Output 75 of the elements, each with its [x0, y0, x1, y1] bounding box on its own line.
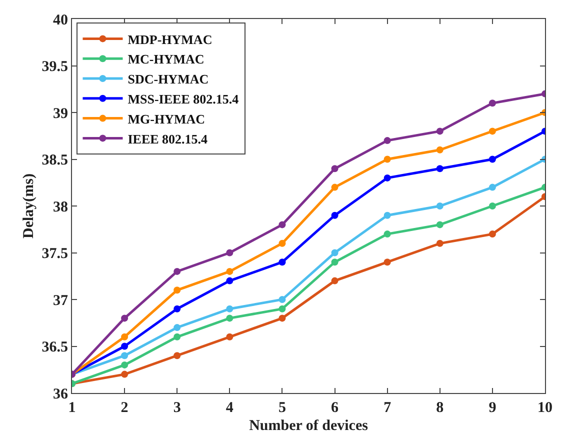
point: [331, 277, 338, 284]
x-tick-label: 1: [68, 400, 76, 416]
point: [121, 342, 128, 350]
point: [278, 221, 286, 228]
y-axis-title: Delay(ms): [21, 174, 37, 238]
point: [331, 165, 338, 172]
point: [384, 174, 391, 182]
y-tick-label: 37: [53, 292, 68, 309]
point: [226, 277, 234, 284]
point: [488, 128, 496, 135]
point: [174, 352, 181, 360]
point: [436, 221, 444, 228]
point: [121, 361, 128, 368]
point: [488, 156, 496, 163]
legend-label: MDP-HYMAC: [128, 32, 212, 47]
point: [384, 230, 391, 238]
point: [226, 333, 234, 340]
point: [121, 352, 128, 360]
point: [121, 314, 128, 322]
point: [384, 156, 391, 163]
point: [226, 249, 234, 256]
y-tick-label: 38: [53, 199, 68, 216]
point: [226, 268, 234, 275]
legend-label: IEEE 802.15.4: [128, 131, 208, 146]
x-tick-label: 3: [173, 400, 181, 416]
point: [436, 165, 444, 172]
point: [331, 212, 338, 219]
y-tick-label: 39.5: [42, 59, 68, 75]
y-tick-label: 40: [53, 12, 68, 28]
x-tick-label: 2: [120, 400, 128, 416]
point: [488, 202, 496, 210]
y-tick-label: 36: [53, 386, 68, 402]
point: [384, 212, 391, 219]
point: [436, 202, 444, 210]
point: [121, 370, 128, 378]
x-tick-label: 6: [331, 400, 340, 416]
point: [488, 100, 496, 107]
point: [278, 296, 286, 303]
point: [436, 240, 444, 247]
point: [436, 146, 444, 154]
y-tick-label: 39: [53, 106, 68, 122]
point: [174, 305, 181, 312]
y-tick-label: 37.5: [42, 246, 68, 262]
x-axis-title: Number of devices: [249, 418, 368, 434]
legend-label: SDC-HYMAC: [128, 72, 209, 87]
point: [384, 137, 391, 144]
x-tick-label: 9: [488, 400, 496, 416]
point: [121, 333, 128, 340]
point: [278, 305, 286, 312]
legend-label: MG-HYMAC: [128, 111, 205, 126]
point: [331, 184, 338, 191]
x-tick-label: 10: [538, 400, 552, 416]
point: [384, 258, 391, 266]
x-tick-label: 7: [384, 400, 392, 416]
legend-label: MC-HYMAC: [128, 52, 204, 67]
x-tick-label: 5: [278, 400, 286, 416]
point: [488, 230, 496, 238]
point: [278, 240, 286, 247]
point: [488, 184, 496, 191]
point: [226, 305, 234, 312]
y-tick-label: 38.5: [42, 152, 68, 168]
point: [174, 324, 181, 332]
point: [226, 314, 234, 322]
point: [331, 249, 338, 256]
point: [174, 268, 181, 275]
point: [331, 258, 338, 266]
point: [174, 333, 181, 340]
x-tick-label: 4: [226, 400, 234, 416]
point: [278, 314, 286, 322]
point: [278, 258, 286, 266]
legend-label: MSS-IEEE 802.15.4: [128, 91, 240, 106]
point: [174, 286, 181, 294]
y-tick-label: 36.5: [42, 340, 68, 356]
point: [436, 128, 444, 135]
x-tick-label: 8: [436, 400, 444, 416]
